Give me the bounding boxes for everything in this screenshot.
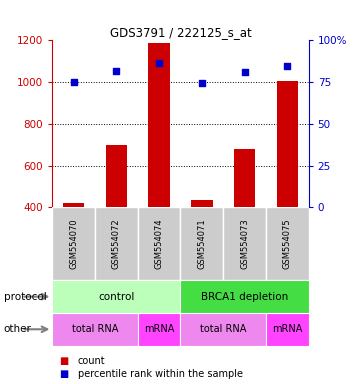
Text: GSM554074: GSM554074 xyxy=(155,218,164,269)
Point xyxy=(284,63,290,70)
Bar xyxy=(191,200,213,291)
Text: count: count xyxy=(78,356,105,366)
Bar xyxy=(180,313,266,346)
Point xyxy=(156,60,162,66)
Bar xyxy=(106,145,127,291)
Bar xyxy=(63,203,84,291)
Bar xyxy=(148,43,170,291)
Title: GDS3791 / 222125_s_at: GDS3791 / 222125_s_at xyxy=(110,26,251,39)
Text: protocol: protocol xyxy=(4,291,46,302)
Text: ■: ■ xyxy=(60,369,69,379)
Text: mRNA: mRNA xyxy=(144,324,174,334)
Bar xyxy=(234,149,255,291)
Text: BRCA1 depletion: BRCA1 depletion xyxy=(201,291,288,302)
Point xyxy=(71,79,77,85)
Bar xyxy=(52,207,95,280)
Bar xyxy=(277,81,298,291)
Bar xyxy=(266,313,309,346)
Bar xyxy=(180,207,223,280)
Text: GSM554075: GSM554075 xyxy=(283,218,292,269)
Text: total RNA: total RNA xyxy=(72,324,118,334)
Bar xyxy=(138,313,180,346)
Bar xyxy=(223,207,266,280)
Text: GSM554073: GSM554073 xyxy=(240,218,249,269)
Bar xyxy=(266,207,309,280)
Point xyxy=(113,68,119,74)
Bar xyxy=(95,207,138,280)
Text: other: other xyxy=(4,324,31,334)
Text: ■: ■ xyxy=(60,356,69,366)
Text: mRNA: mRNA xyxy=(272,324,303,334)
Text: GSM554072: GSM554072 xyxy=(112,218,121,269)
Bar xyxy=(180,280,309,313)
Point xyxy=(199,80,205,86)
Text: percentile rank within the sample: percentile rank within the sample xyxy=(78,369,243,379)
Text: total RNA: total RNA xyxy=(200,324,247,334)
Bar xyxy=(52,313,138,346)
Point xyxy=(242,69,247,75)
Bar xyxy=(52,280,180,313)
Text: GSM554070: GSM554070 xyxy=(69,218,78,269)
Text: GSM554071: GSM554071 xyxy=(197,218,206,269)
Text: control: control xyxy=(98,291,135,302)
Bar xyxy=(138,207,180,280)
